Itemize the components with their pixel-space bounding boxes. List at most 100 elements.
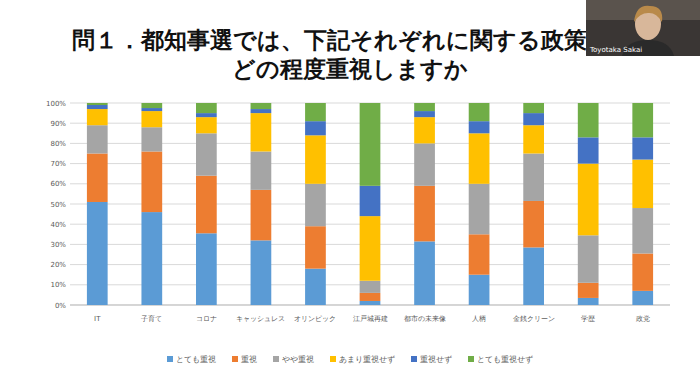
x-tick-label: 学歴 <box>581 315 595 323</box>
x-tick-label: IT <box>94 315 101 323</box>
bar-segment <box>196 117 217 133</box>
background <box>0 0 700 373</box>
bar-segment <box>632 160 653 208</box>
annotation: Toyotaka Sakai <box>589 46 642 54</box>
legend-swatch <box>330 356 336 362</box>
bar-segment <box>141 127 162 151</box>
bar-segment <box>360 216 381 281</box>
legend-swatch <box>468 356 474 362</box>
webcam-overlay: Toyotaka Sakai <box>586 0 700 56</box>
y-axis-line <box>70 103 71 305</box>
bar-segment <box>632 291 653 305</box>
x-tick-label: 金銭クリーン <box>513 315 555 323</box>
bar-segment <box>632 137 653 159</box>
bar-segment <box>578 283 599 298</box>
bar-segment <box>196 233 217 305</box>
bar-segment <box>305 135 326 183</box>
legend-item: 重視 <box>232 355 257 364</box>
bar-segment <box>305 121 326 135</box>
x-tick-label: 人柄 <box>472 315 486 323</box>
bar-segment <box>87 125 108 153</box>
bar-segment <box>523 103 544 113</box>
x-tick-label: 江戸城再建 <box>353 315 388 323</box>
bar-segment <box>141 108 162 111</box>
bar-segment <box>469 133 490 184</box>
bar-segment <box>196 133 217 175</box>
webcam-hair <box>634 6 662 22</box>
webcam-frame <box>586 0 700 56</box>
bar-segment <box>196 103 217 113</box>
bar-segment <box>305 226 326 268</box>
bar-segment <box>414 117 435 143</box>
bar-segment <box>523 113 544 125</box>
bar-segment <box>469 184 490 235</box>
x-tick-label: 政党 <box>636 315 650 323</box>
bar-segment <box>251 240 272 305</box>
legend-label: とても重視 <box>176 355 216 364</box>
bar-segment <box>305 269 326 305</box>
y-tick-label: 60% <box>50 180 66 188</box>
bar-segment <box>251 151 272 189</box>
legend-label: あまり重視せず <box>339 355 395 364</box>
y-tick-label: 20% <box>50 261 66 269</box>
legend-label: やや重視 <box>282 355 314 364</box>
bar-segment <box>578 164 599 236</box>
bar-segment <box>251 109 272 113</box>
bar-segment <box>414 143 435 185</box>
bar-segment <box>251 103 272 109</box>
bar-segment <box>360 103 381 186</box>
legend-label: とても重視せず <box>477 355 533 364</box>
bar-segment <box>414 111 435 117</box>
bar-segment <box>414 241 435 305</box>
bar-segment <box>523 125 544 153</box>
title: 問１．都知事選では、下記それぞれに関する政策 <box>72 27 587 53</box>
legend-label: 重視せず <box>420 355 452 364</box>
legend-item: あまり重視せず <box>330 355 395 364</box>
bar-segment <box>523 201 544 247</box>
bar-segment <box>251 113 272 151</box>
bar-segment <box>141 111 162 127</box>
y-tick-label: 50% <box>50 201 66 209</box>
legend-swatch <box>273 356 279 362</box>
bar-segment <box>360 281 381 293</box>
y-tick-label: 70% <box>50 160 66 168</box>
bar-segment <box>360 186 381 216</box>
bar-segment <box>469 234 490 274</box>
bar-segment <box>87 109 108 125</box>
legend-label: 重視 <box>241 355 257 364</box>
y-tick-label: 90% <box>50 120 66 128</box>
legend-item: 重視せず <box>411 355 452 364</box>
bars <box>87 103 653 305</box>
bar-segment <box>87 202 108 305</box>
bar-segment <box>196 113 217 117</box>
y-tick-label: 30% <box>50 241 66 249</box>
bar-segment <box>305 103 326 121</box>
x-tick-label: 都市の未来像 <box>404 315 446 323</box>
bar-segment <box>414 186 435 242</box>
bar-segment <box>632 253 653 290</box>
bar-segment <box>360 293 381 301</box>
bar-segment <box>578 235 599 282</box>
x-tick-label: コロナ <box>196 315 217 323</box>
bar-segment <box>360 301 381 305</box>
bar-segment <box>87 154 108 202</box>
legend: とても重視 重視 やや重視 あまり重視せず 重視せず とても重視せず <box>167 355 533 364</box>
chart: 問１．都知事選では、下記それぞれに関する政策どの程度重視しますか0%10%20%… <box>0 0 700 373</box>
bar-segment <box>578 103 599 137</box>
legend-swatch <box>232 356 238 362</box>
y-tick-label: 10% <box>50 281 66 289</box>
bar-segment <box>632 103 653 137</box>
bar-segment <box>469 275 490 305</box>
bar-segment <box>251 190 272 241</box>
legend-swatch <box>411 356 417 362</box>
bar-segment <box>578 137 599 163</box>
bar-segment <box>632 208 653 253</box>
legend-item: とても重視せず <box>468 355 533 364</box>
x-tick-label: オリンピック <box>294 315 336 323</box>
legend-item: とても重視 <box>167 355 216 364</box>
title: どの程度重視しますか <box>232 56 468 82</box>
bar-segment <box>196 176 217 234</box>
bar-segment <box>305 184 326 226</box>
bar-segment <box>469 121 490 133</box>
bar-segment <box>87 103 108 105</box>
